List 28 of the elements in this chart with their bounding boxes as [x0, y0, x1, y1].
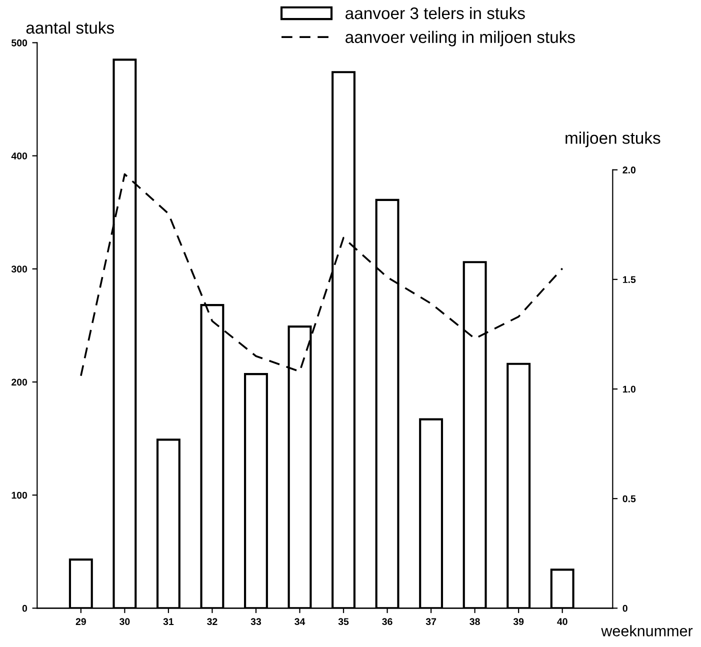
x-tick-label: 31 — [163, 618, 174, 626]
x-tick-label: 37 — [426, 618, 436, 626]
y-tick-label: 300 — [11, 266, 28, 273]
x-tick-label: 40 — [557, 618, 568, 626]
y2-tick-label: 2.0 — [622, 166, 636, 174]
legend-label: aanvoer veiling in miljoen stuks — [346, 30, 575, 46]
x-tick-label: 35 — [338, 618, 349, 626]
y2-tick-label: 0 — [622, 604, 628, 612]
x-tick-label: 29 — [76, 618, 86, 626]
legend-label: aanvoer 3 telers in stuks — [346, 6, 525, 20]
y-tick-label: 400 — [11, 152, 28, 160]
x-tick-label: 32 — [207, 618, 218, 626]
x-tick-label: 33 — [250, 618, 262, 626]
y-tick-label: 500 — [12, 39, 28, 46]
x-tick-label: 39 — [513, 618, 524, 626]
x-tick-label: 34 — [294, 618, 306, 626]
x-tick-label: 30 — [120, 618, 130, 626]
y2-axis-title: miljoen stuks — [566, 132, 660, 148]
y-tick-label: 0 — [22, 604, 28, 612]
y-tick-label: 200 — [12, 378, 28, 386]
y2-tick-label: 1.5 — [623, 276, 636, 284]
y-axis-title: aantal stuks — [26, 22, 114, 34]
y-tick-label: 100 — [12, 492, 28, 499]
x-axis-title: weeknummer — [601, 625, 693, 636]
x-tick-label: 38 — [470, 618, 480, 626]
y2-tick-label: 1.0 — [623, 386, 636, 393]
y2-tick-label: 0.5 — [622, 495, 636, 502]
x-tick-label: 36 — [382, 618, 392, 626]
